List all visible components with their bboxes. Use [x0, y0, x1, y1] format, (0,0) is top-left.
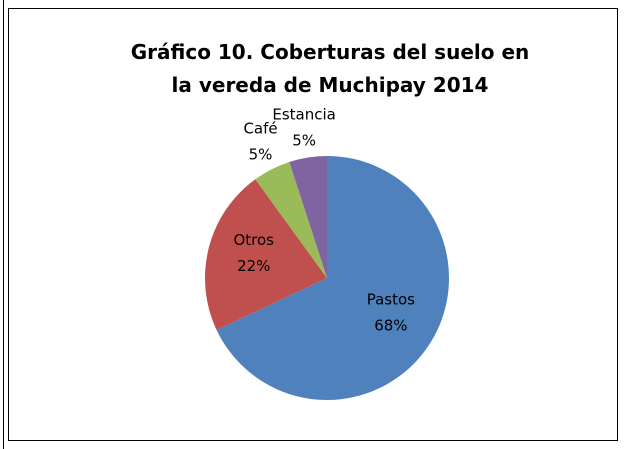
data-label: Estancia 5%: [272, 105, 335, 149]
pie-slice: [205, 179, 327, 330]
pie-slice: [255, 161, 327, 278]
data-label: Otros 22%: [233, 231, 274, 275]
value-label: 5%: [249, 146, 273, 164]
chart-title: Gráfico 10. Coberturas del suelo en la v…: [130, 40, 530, 97]
data-label: Pastos 68%: [367, 291, 415, 335]
value-label: 5%: [292, 131, 316, 149]
category-label: Estancia: [272, 105, 335, 123]
data-label: Café 5%: [243, 120, 277, 164]
category-label: Café: [243, 120, 277, 138]
value-label: 22%: [237, 257, 270, 275]
pie-slice: [216, 156, 449, 400]
category-label: Pastos: [367, 291, 415, 309]
pie-slice: [289, 156, 327, 278]
category-label: Otros: [233, 231, 274, 249]
value-label: 68%: [374, 317, 407, 335]
